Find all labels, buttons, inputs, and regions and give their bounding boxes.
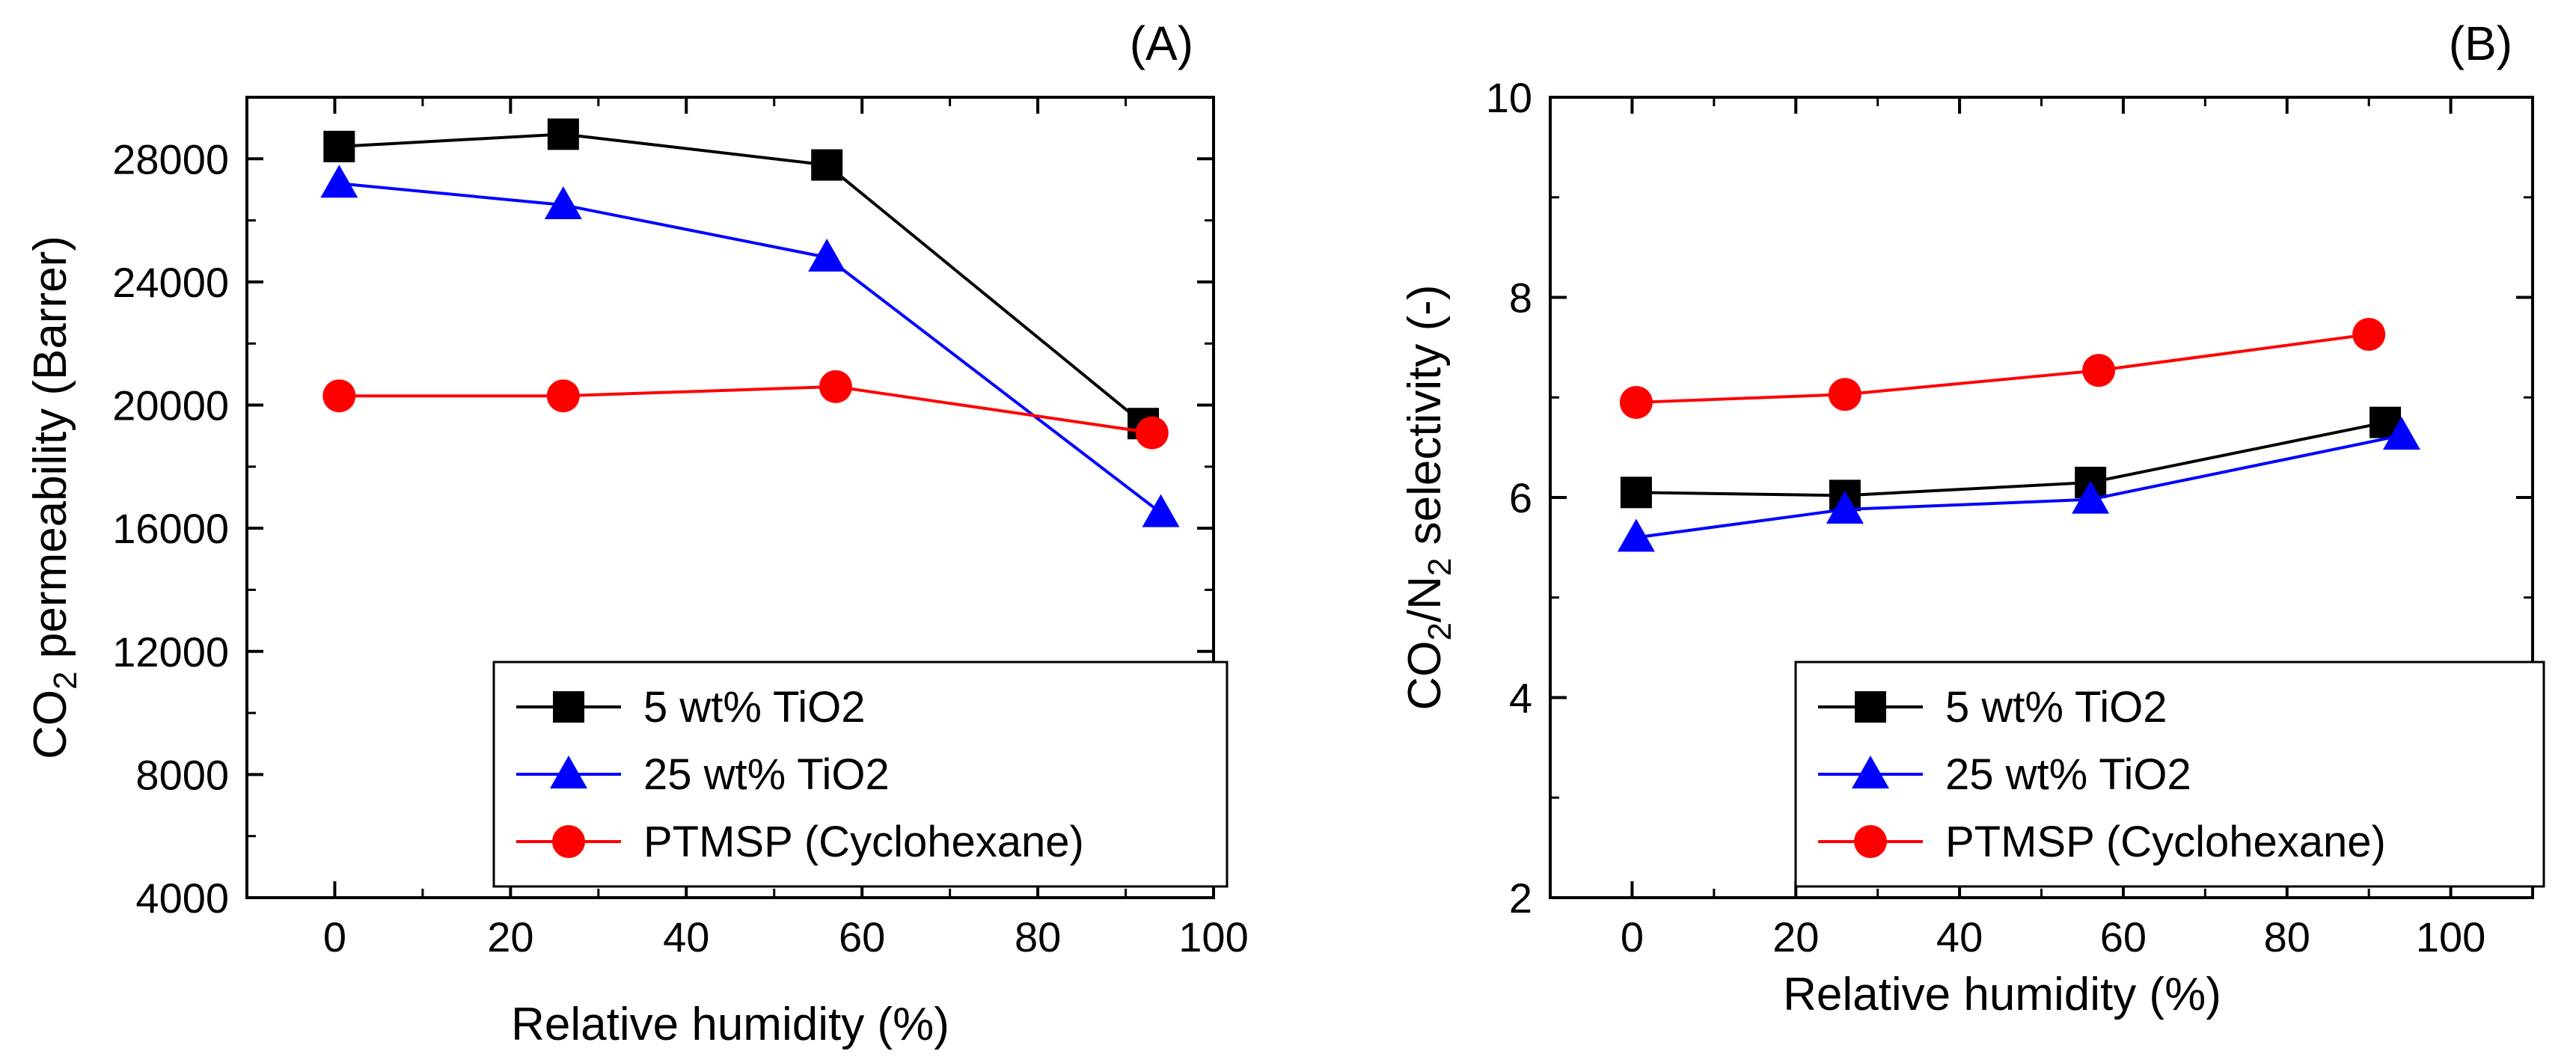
y-axis-title-sub: 2: [1422, 622, 1458, 640]
x-tick-label: 40: [663, 913, 709, 961]
y-tick-label: 12000: [112, 628, 229, 676]
y-axis-title-sub: 2: [47, 671, 84, 689]
x-tick-label: 40: [1936, 913, 1983, 961]
panel-label: (A): [1130, 16, 1193, 70]
x-tick-label: 60: [839, 913, 885, 961]
series-line: [1636, 420, 2386, 497]
panel-b: 0 20 40 60 80 100 2 4 6 8 10 (B) Relative humidity (…: [1399, 16, 2545, 1020]
data-point: [2082, 354, 2116, 387]
y-tick-label: 6: [1509, 474, 1532, 521]
y-axis-title: CO2/N2 selectivity (-): [1399, 284, 1458, 710]
legend-label: PTMSP (Cyclohexane): [643, 818, 1084, 866]
series-line: [339, 385, 1153, 435]
legend-label: 25 wt% TiO2: [643, 750, 890, 799]
y-tick-label: 8000: [135, 751, 229, 798]
legend-marker: [1855, 691, 1886, 723]
data-point: [1135, 416, 1169, 450]
data-point: [1828, 378, 1861, 411]
legend-marker: [1854, 825, 1887, 858]
legend-marker: [1852, 756, 1889, 788]
series-line: [1636, 333, 2370, 404]
y-tick-label: 10: [1486, 74, 1532, 121]
data-point: [811, 149, 843, 181]
x-tick-label: 20: [487, 913, 533, 961]
data-point: [1142, 494, 1180, 527]
x-tick-label: 100: [1178, 913, 1248, 961]
x-tick-label: 100: [2416, 913, 2485, 961]
panel-a: 0 20 40 60 80 100 4000 8000 12000 16000 20000 24000…: [25, 16, 1249, 1050]
y-axis-title-prefix: CO: [25, 690, 76, 759]
y-tick-label: 2: [1509, 874, 1532, 922]
data-point: [1617, 518, 1655, 552]
plot-frame: [245, 96, 1215, 899]
data-point: [546, 379, 580, 413]
x-tick-label: 80: [1015, 913, 1061, 961]
data-point: [547, 118, 579, 150]
x-tick-label: 0: [323, 913, 346, 961]
data-point: [1826, 491, 1864, 524]
y-tick-label: 16000: [112, 505, 229, 552]
data-point: [2072, 480, 2110, 514]
legend-label: 5 wt% TiO2: [643, 683, 866, 732]
y-tick-label: 20000: [112, 382, 229, 429]
x-axis-title: Relative humidity (%): [511, 999, 949, 1050]
x-tick-label: 80: [2264, 913, 2310, 961]
data-point: [322, 379, 356, 413]
series-line: [339, 182, 1162, 515]
y-tick-label: 4: [1509, 675, 1532, 722]
y-axis-title-suffix: selectivity (-): [1399, 284, 1451, 557]
y-axis-title-prefix: CO: [1399, 641, 1451, 711]
y-axis-title: CO2 permeability (Barrer): [25, 236, 84, 759]
legend-label: 25 wt% TiO2: [1945, 750, 2191, 799]
y-axis-title-mid: /N: [1399, 576, 1451, 622]
y-axis-title-suffix: permeability (Barrer): [25, 236, 76, 671]
data-point: [2382, 417, 2420, 450]
data-point: [1620, 477, 1652, 509]
x-axis-title: Relative humidity (%): [1783, 969, 2221, 1020]
data-point: [2352, 317, 2386, 351]
y-axis-title-sub2: 2: [1422, 558, 1458, 576]
x-tick-label: 20: [1772, 913, 1819, 961]
x-tick-label: 0: [1621, 913, 1644, 961]
legend-marker: [552, 825, 585, 858]
legend-marker: [553, 691, 584, 723]
legend-marker: [550, 756, 587, 788]
series-line: [339, 132, 1145, 425]
x-tick-label: 60: [2100, 913, 2147, 961]
legend-label: 5 wt% TiO2: [1945, 683, 2167, 732]
legend-label: PTMSP (Cyclohexane): [1945, 818, 2386, 866]
y-tick-label: 24000: [112, 259, 229, 306]
data-point: [808, 239, 846, 272]
panel-label: (B): [2449, 16, 2512, 70]
y-tick-label: 28000: [112, 135, 229, 183]
data-point: [544, 186, 582, 220]
data-point: [320, 165, 358, 198]
data-point: [323, 130, 355, 162]
data-point: [1619, 385, 1653, 419]
y-tick-label: 8: [1509, 275, 1532, 322]
series-line: [1636, 434, 2402, 539]
y-tick-label: 4000: [135, 874, 229, 922]
data-point: [819, 370, 852, 403]
